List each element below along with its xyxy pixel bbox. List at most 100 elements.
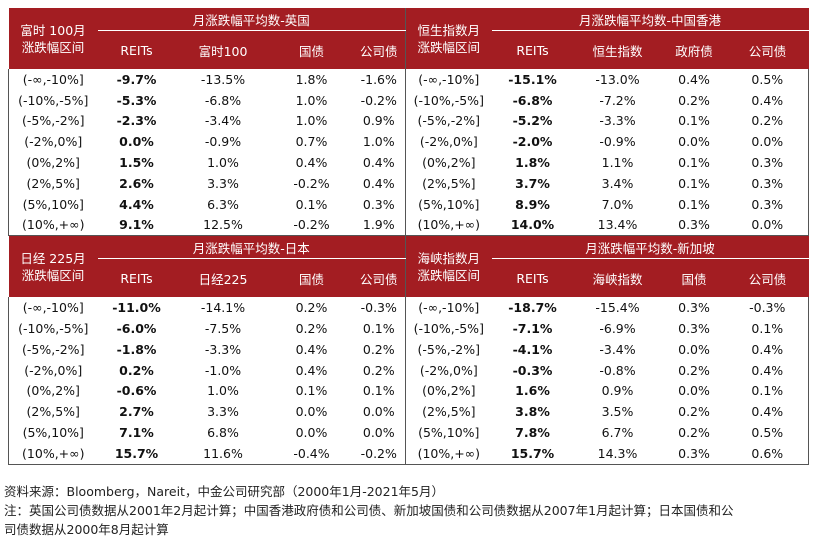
row-header-line: 涨跌幅区间 <box>21 39 85 55</box>
value-cell: -14.1% <box>200 300 246 316</box>
value-cell: -5.3% <box>116 92 157 108</box>
range-label-cell: (-2%,0%] <box>405 131 492 153</box>
value-cell: 1.9% <box>352 214 406 237</box>
range-label-cell: (-10%,-5%] <box>405 89 492 111</box>
value-cell: 1.0% <box>207 383 239 399</box>
value-cell: 0.5% <box>726 422 810 443</box>
value-cell: -11.0% <box>112 300 161 316</box>
value-cell: 3.3% <box>207 404 239 420</box>
value-cell: -1.0% <box>204 362 242 378</box>
top-column-header-row: REITs 富时100 国债 公司债 REITs 恒生指数 政府债 公司债 <box>9 30 809 69</box>
value-cell: 0.3% <box>726 193 810 215</box>
value-cell: 0.4% <box>678 71 710 87</box>
range-label-cell: (10%,+∞) <box>405 442 492 465</box>
value-cell: -13.0% <box>595 71 640 87</box>
value-cell: 0.7% <box>295 134 328 150</box>
row-header-line: 富时 100月 <box>20 22 86 38</box>
notes: 资料来源：Bloomberg，Nareit，中金公司研究部（2000年1月-20… <box>4 482 818 539</box>
value-cell: 4.4% <box>119 196 154 212</box>
value-cell: 0.3% <box>661 442 727 465</box>
table-row: (5%,10%] 4.4% 6.3% 0.1% 0.3% (5%,10%] 8.9% 7.0%… <box>8 193 810 215</box>
value-cell: 0.3% <box>362 196 395 212</box>
value-cell: -13.5% <box>200 71 246 87</box>
value-cell: 11.6% <box>175 442 271 465</box>
value-cell: -0.2% <box>270 214 353 237</box>
value-cell: -18.7% <box>508 300 557 316</box>
column-header: REITs <box>97 30 176 69</box>
value-cell: 0.2% <box>726 110 810 132</box>
value-cell: 0.1% <box>678 155 710 171</box>
value-cell: 1.0% <box>295 92 328 108</box>
range-label-cell: (-2%,0%] <box>8 131 98 153</box>
value-cell: 7.8% <box>515 425 550 441</box>
column-header: 公司债 <box>726 30 809 69</box>
value-cell: -15.1% <box>508 71 557 87</box>
table-row: (10%,+∞) 9.1% 12.5% -0.2% 1.9% (10%,+∞) 14.0% 1… <box>8 214 810 237</box>
table-row: (-5%,-2%] -2.3% -3.4% 1.0% 0.9% (-5%,-2%] -5.2… <box>8 110 810 132</box>
value-cell: 0.0% <box>362 404 395 420</box>
table-row: (10%,+∞) 15.7% 11.6% -0.4% -0.2% (10%,+∞) 15.7… <box>8 442 810 465</box>
value-cell: 0.5% <box>726 69 810 90</box>
range-label-cell: (-2%,0%] <box>405 359 492 381</box>
range-label-cell: (2%,5%] <box>8 401 98 423</box>
value-cell: 3.3% <box>207 175 239 191</box>
value-cell: 0.1% <box>678 113 710 129</box>
range-label-cell: (2%,5%] <box>405 172 492 194</box>
value-cell: 0.4% <box>726 359 810 381</box>
column-header: 国债 <box>270 30 353 69</box>
value-cell: 0.4% <box>295 362 328 378</box>
bottom-left-table-title: 月涨跌幅平均数-日本 <box>97 235 406 260</box>
value-cell: 1.0% <box>362 134 395 150</box>
value-cell: 1.8% <box>515 155 550 171</box>
value-cell: 0.3% <box>678 300 710 316</box>
value-cell: 3.8% <box>515 404 550 420</box>
column-header: 恒生指数 <box>573 30 662 69</box>
range-label-cell: (-∞,-10%] <box>405 297 492 319</box>
value-cell: 3.7% <box>515 175 550 191</box>
range-label-cell: (0%,2%] <box>8 380 98 402</box>
range-label-cell: (5%,10%] <box>405 193 492 215</box>
value-cell: -2.0% <box>512 134 553 150</box>
value-cell: -0.3% <box>512 362 553 378</box>
value-cell: 1.1% <box>601 155 634 171</box>
value-cell: 0.4% <box>726 89 810 111</box>
value-cell: 9.1% <box>97 214 176 237</box>
value-cell: 1.6% <box>515 383 550 399</box>
value-cell: 0.0% <box>678 134 710 150</box>
value-cell: 0.3% <box>726 172 810 194</box>
table-row: (-∞,-10%] -9.7% -13.5% 1.8% -1.6% (-∞,-10%] -1… <box>8 69 810 90</box>
value-cell: -0.6% <box>116 383 157 399</box>
value-cell: 0.1% <box>362 383 395 399</box>
value-cell: 0.1% <box>678 196 710 212</box>
column-header: 富时100 <box>175 30 271 69</box>
row-header-line: 恒生指数月 <box>417 22 481 38</box>
value-cell: 0.4% <box>726 338 810 360</box>
value-cell: -0.3% <box>726 297 810 319</box>
value-cell: 0.2% <box>678 404 710 420</box>
value-cell: -0.2% <box>352 442 406 465</box>
value-cell: -6.9% <box>599 321 636 337</box>
value-cell: 0.0% <box>726 214 810 237</box>
range-label-cell: (0%,2%] <box>8 152 98 173</box>
value-cell: -1.6% <box>360 71 397 87</box>
reits-return-table: 富时 100月 涨跌幅区间 月涨跌幅平均数-英国 恒生指数月 涨跌幅区间 月涨跌幅平均数-… <box>8 8 810 465</box>
value-cell: 6.3% <box>207 196 239 212</box>
value-cell: 0.2% <box>362 362 395 378</box>
value-cell: 14.0% <box>491 214 574 237</box>
range-label-cell: (-5%,-2%] <box>405 110 492 132</box>
value-cell: 0.0% <box>678 383 710 399</box>
value-cell: -0.4% <box>270 442 353 465</box>
value-cell: 0.1% <box>362 321 395 337</box>
column-header: 日经225 <box>175 258 271 298</box>
value-cell: 2.7% <box>119 404 154 420</box>
value-cell: 3.4% <box>601 175 634 191</box>
value-cell: 1.8% <box>295 71 328 87</box>
range-label-cell: (-∞,-10%] <box>8 69 98 90</box>
value-cell: -0.8% <box>599 362 636 378</box>
value-cell: -0.9% <box>599 134 636 150</box>
value-cell: -0.2% <box>360 92 397 108</box>
value-cell: 0.3% <box>661 214 727 237</box>
value-cell: 0.2% <box>295 300 328 316</box>
value-cell: 0.4% <box>295 341 328 357</box>
top-section-title-row: 富时 100月 涨跌幅区间 月涨跌幅平均数-英国 恒生指数月 涨跌幅区间 月涨跌幅平均数-… <box>8 8 809 69</box>
